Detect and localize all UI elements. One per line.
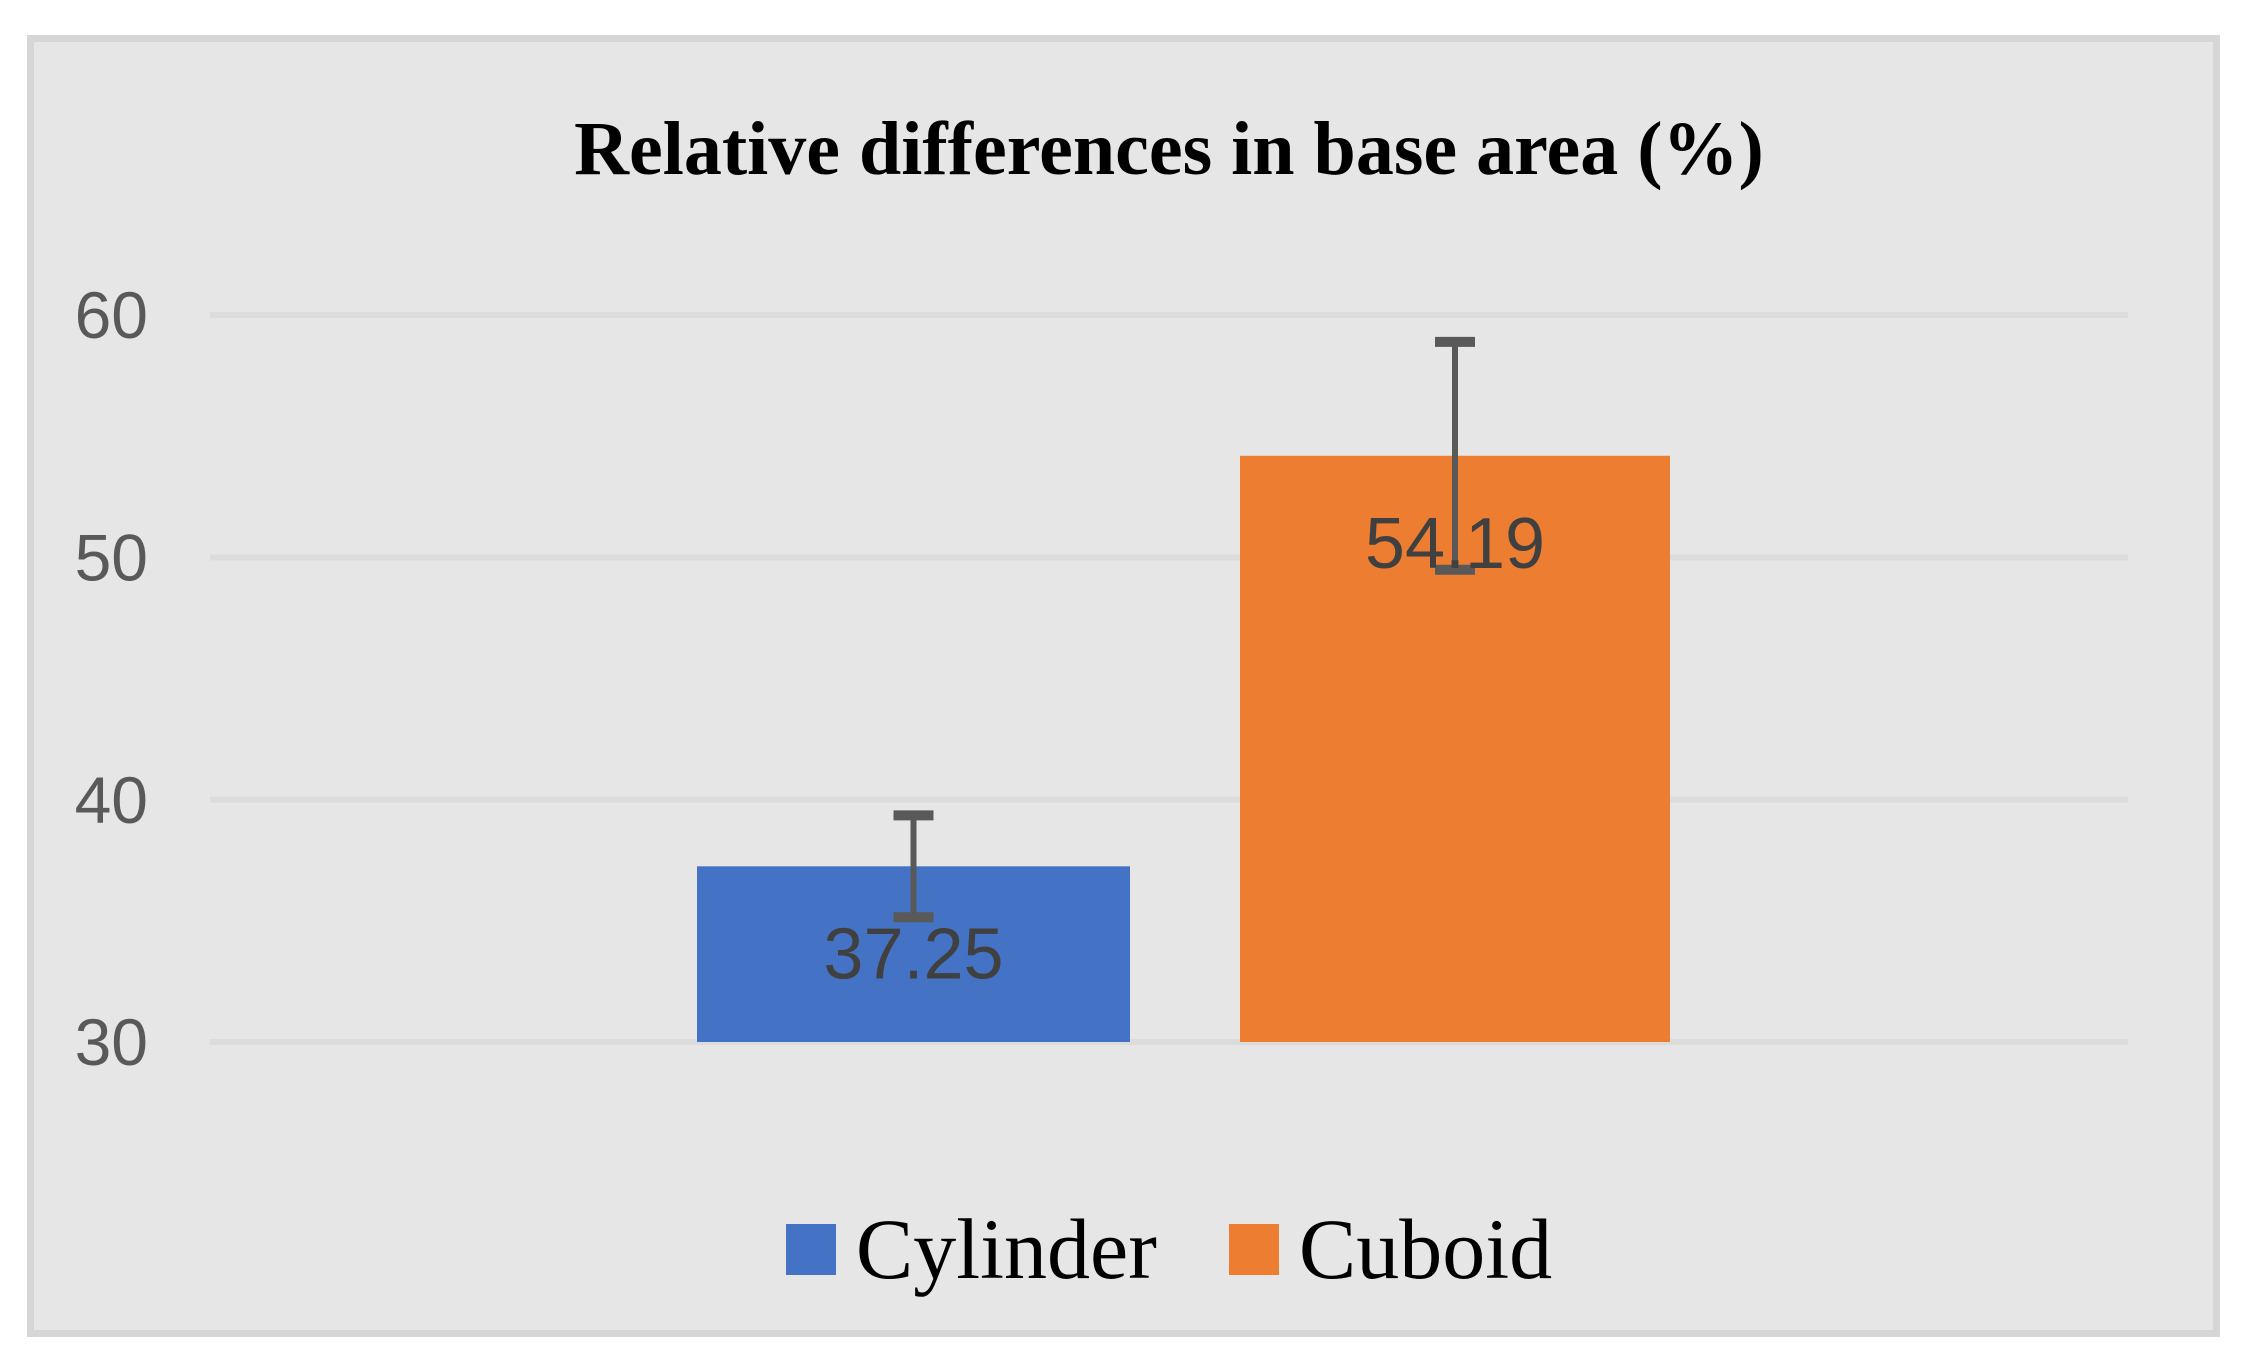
- legend-swatch-cuboid: [1228, 1223, 1279, 1275]
- legend-label-cuboid: Cuboid: [1298, 1201, 1553, 1297]
- y-tick-label-40: 40: [75, 763, 148, 837]
- legend-item-cylinder: Cylinder: [785, 1201, 1157, 1297]
- legend-label-cylinder: Cylinder: [855, 1201, 1157, 1297]
- y-tick-label-30: 30: [75, 1005, 148, 1079]
- chart-title: Relative differences in base area (%): [574, 107, 1764, 191]
- legend-item-cuboid: Cuboid: [1228, 1201, 1553, 1297]
- data-label-cylinder: 37.25: [823, 915, 1003, 995]
- legend: Cylinder Cuboid: [210, 1204, 2128, 1294]
- y-tick-label-50: 50: [75, 520, 148, 594]
- chart-panel: [27, 35, 2220, 1337]
- y-tick-label-60: 60: [75, 278, 148, 352]
- legend-swatch-cylinder: [785, 1223, 836, 1275]
- data-label-cuboid: 54.19: [1365, 504, 1545, 584]
